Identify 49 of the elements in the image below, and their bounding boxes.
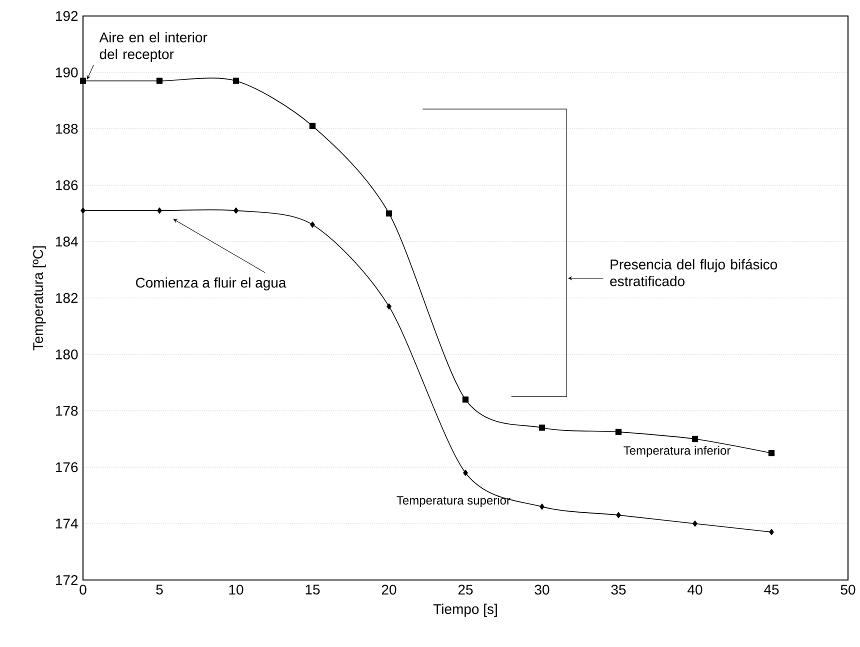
point <box>234 208 238 214</box>
point <box>309 122 316 130</box>
point <box>463 470 468 476</box>
point <box>310 222 315 228</box>
point <box>538 424 546 431</box>
point <box>692 436 698 442</box>
point <box>232 78 240 84</box>
y-tick-label: 174 <box>56 518 78 528</box>
point <box>768 450 775 456</box>
point <box>616 512 621 518</box>
point <box>80 208 86 214</box>
x-tick-label: 40 <box>688 584 702 595</box>
y-tick-label: 172 <box>56 575 78 585</box>
point <box>386 210 392 216</box>
x-tick-label: 45 <box>764 584 779 594</box>
y-tick-label: 184 <box>56 236 78 247</box>
point <box>386 303 392 310</box>
y-tick-label: 190 <box>56 67 78 78</box>
annotation: Aire en el interior del receptor <box>99 32 208 62</box>
point <box>615 428 622 436</box>
y-tick-label: 176 <box>56 462 78 472</box>
y-tick-label: 186 <box>56 180 78 190</box>
y-tick-label: 182 <box>56 293 78 303</box>
y-axis-title: Temperatura [ºC] <box>32 246 46 350</box>
x-tick-label: 50 <box>840 584 856 595</box>
point <box>157 208 162 214</box>
annotation: Comienza a fluir el agua <box>136 277 286 290</box>
y-tick-label: 192 <box>56 11 78 21</box>
x-axis-title: Tiempo [s] <box>433 604 497 617</box>
point <box>462 396 469 403</box>
x-tick-label: 10 <box>229 584 244 595</box>
x-tick-label: 30 <box>534 584 550 595</box>
x-tick-label: 5 <box>156 584 163 594</box>
point <box>540 504 544 510</box>
point <box>692 520 698 527</box>
y-tick-label: 180 <box>56 349 78 360</box>
y-tick-label: 188 <box>56 124 78 134</box>
series-label: Temperatura inferior <box>624 446 731 458</box>
point <box>80 78 86 84</box>
point <box>156 78 163 84</box>
series-label: Temperatura superior <box>396 496 510 507</box>
point <box>769 528 774 536</box>
y-tick-label: 178 <box>56 406 78 416</box>
annotation: Presencia del flujo bifásico estratificado <box>610 258 778 286</box>
x-tick-label: 35 <box>611 584 626 595</box>
x-tick-label: 25 <box>458 584 473 595</box>
x-tick-label: 0 <box>80 584 86 595</box>
x-tick-label: 15 <box>306 584 320 594</box>
x-tick-label: 20 <box>382 584 396 595</box>
